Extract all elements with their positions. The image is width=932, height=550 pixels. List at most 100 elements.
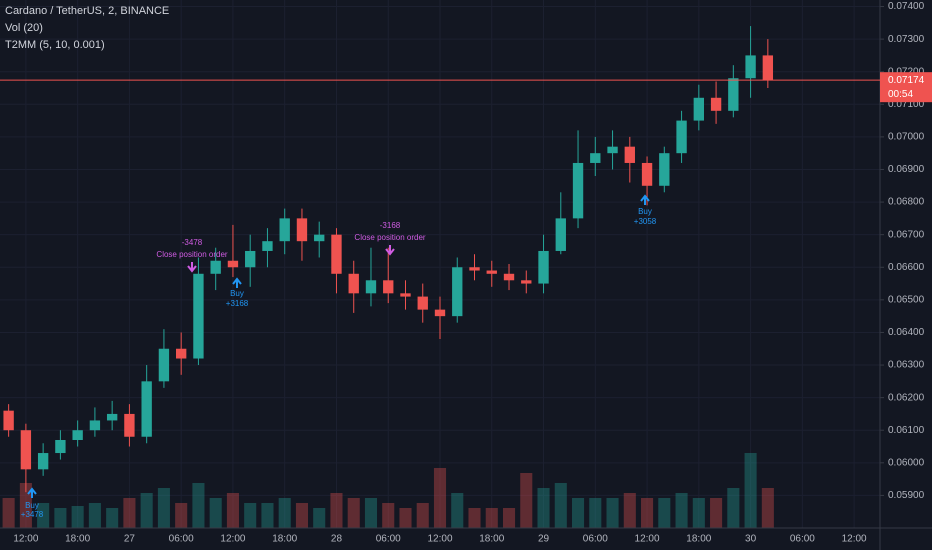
annotation: Buy +3478 xyxy=(21,487,44,519)
candle-body xyxy=(20,430,32,470)
y-tick-label: 0.06900 xyxy=(888,164,925,175)
annotation: Buy +3168 xyxy=(226,277,249,308)
y-tick-label: 0.07400 xyxy=(888,1,925,12)
candle-body xyxy=(3,410,14,431)
volume-bar xyxy=(330,493,343,528)
volume-bar xyxy=(278,498,291,528)
buy-arrow xyxy=(232,277,242,288)
volume-bar xyxy=(658,498,671,528)
volume-bar xyxy=(727,488,740,528)
x-tick-label: 18:00 xyxy=(686,534,711,545)
volume-bar xyxy=(209,498,222,528)
candle-body xyxy=(37,453,49,470)
x-tick-label: 29 xyxy=(538,534,550,545)
candle-body xyxy=(521,280,532,284)
candle-body xyxy=(555,218,566,251)
y-tick-label: 0.06700 xyxy=(888,229,925,240)
volume-bar xyxy=(416,503,429,528)
buy-arrow xyxy=(640,194,650,205)
annotation: -3478 Close position order xyxy=(156,238,228,273)
candle-body xyxy=(728,78,739,111)
volume-bar xyxy=(175,503,188,528)
annotation-label: Buy xyxy=(25,501,39,510)
candle-body xyxy=(452,267,463,317)
candle-body xyxy=(89,420,101,431)
x-tick-label: 18:00 xyxy=(479,534,504,545)
candle-body xyxy=(348,273,359,294)
volume-bar xyxy=(106,508,119,528)
chart-title: Cardano / TetherUS, 2, BINANCE xyxy=(5,5,169,17)
candle-body xyxy=(400,293,411,297)
annotation-text: Close position order xyxy=(354,233,425,242)
y-tick-label: 0.06100 xyxy=(888,425,925,436)
volume-bar xyxy=(606,498,619,528)
volume-bar xyxy=(692,498,705,528)
candle-body xyxy=(590,153,601,163)
x-tick-label: 12:00 xyxy=(220,534,245,545)
candle-body xyxy=(469,267,480,271)
candle-body xyxy=(538,250,549,284)
volume-bar xyxy=(744,453,757,528)
volume-bar xyxy=(468,508,481,528)
axes: 0.05900 0.06000 0.06100 0.06200 0.06300 0.064… xyxy=(13,1,924,544)
volume-bar xyxy=(572,498,585,528)
volume-bar xyxy=(313,508,326,528)
candle-body xyxy=(296,218,308,242)
volume-bar xyxy=(641,498,654,528)
y-tick-label: 0.06600 xyxy=(888,262,925,273)
candle-body xyxy=(279,218,290,242)
y-tick-label: 0.07000 xyxy=(888,132,925,143)
last-price: 0.07174 00:54 xyxy=(0,72,932,103)
candle-body xyxy=(607,146,618,154)
candle-body xyxy=(745,55,756,79)
volume-bar xyxy=(364,498,378,528)
volume-bar xyxy=(554,483,567,528)
volume-bar xyxy=(502,508,516,528)
candle-body xyxy=(503,273,515,281)
volume-layer xyxy=(2,453,774,528)
candle-body xyxy=(210,260,221,274)
countdown: 00:54 xyxy=(888,89,913,100)
volume-bar xyxy=(710,498,723,528)
candle-body xyxy=(193,273,204,359)
annotation-label: -3168 xyxy=(380,221,401,230)
candle-body xyxy=(693,97,704,121)
y-tick-label: 0.07200 xyxy=(888,66,925,77)
volume-bar xyxy=(520,473,533,528)
volume-bar xyxy=(2,498,15,528)
candle-body xyxy=(641,162,653,186)
candle-body xyxy=(314,234,325,242)
y-tick-label: 0.07300 xyxy=(888,34,925,45)
candle-body xyxy=(659,153,670,186)
volume-bar xyxy=(71,506,84,528)
candle-body xyxy=(624,146,635,163)
candle-body xyxy=(55,440,66,454)
volume-bar xyxy=(261,503,274,528)
y-tick-label: 0.06000 xyxy=(888,457,925,468)
x-tick-label: 12:00 xyxy=(427,534,452,545)
annotation-text: +3478 xyxy=(21,510,44,519)
annotation-label: Buy xyxy=(230,289,244,298)
candle-body xyxy=(245,250,256,268)
x-tick-label: 30 xyxy=(745,534,757,545)
annotation-label: -3478 xyxy=(182,238,203,247)
last-price-box xyxy=(880,72,932,103)
y-tick-label: 0.06400 xyxy=(888,327,925,338)
x-tick-label: 12:00 xyxy=(635,534,660,545)
candle-body xyxy=(124,413,135,437)
y-tick-label: 0.07100 xyxy=(888,99,925,110)
volume-bar xyxy=(761,488,774,528)
volume-bar xyxy=(399,508,412,528)
volume-bar xyxy=(123,498,136,528)
annotation: -3168 Close position order xyxy=(354,221,426,256)
x-tick-label: 28 xyxy=(331,534,343,545)
volume-bar xyxy=(433,468,447,528)
y-tick-label: 0.05900 xyxy=(888,490,925,501)
annotation-text: +3168 xyxy=(226,299,249,308)
candle-body xyxy=(141,381,152,437)
volume-bar xyxy=(140,493,153,528)
sell-arrow xyxy=(385,245,395,256)
x-tick-label: 18:00 xyxy=(272,534,297,545)
